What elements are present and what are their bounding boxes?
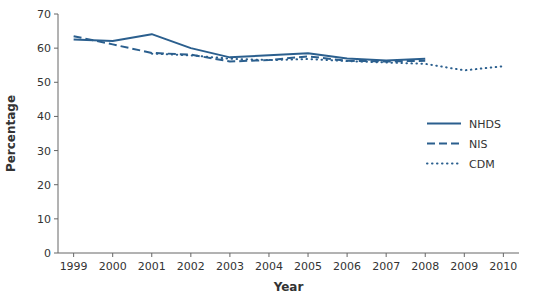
- y-tick: [54, 48, 58, 49]
- x-tick-label: 2003: [216, 260, 244, 273]
- x-tick: [229, 253, 230, 257]
- legend: NHDS NIS CDM: [427, 118, 501, 171]
- x-tick-label: 2008: [411, 260, 439, 273]
- legend-label: NIS: [469, 138, 487, 151]
- x-tick: [190, 253, 191, 257]
- x-tick-label: 2004: [255, 260, 283, 273]
- y-axis-line: [58, 14, 59, 253]
- x-tick: [268, 253, 269, 257]
- x-tick: [308, 253, 309, 257]
- y-tick: [54, 14, 58, 15]
- y-tick-label: 20: [37, 179, 51, 192]
- x-axis-label: Year: [273, 280, 304, 294]
- legend-swatch: [427, 163, 461, 165]
- y-tick-label: 40: [37, 110, 51, 123]
- x-tick: [347, 253, 348, 257]
- x-tick-label: 2000: [99, 260, 127, 273]
- y-tick: [54, 218, 58, 219]
- legend-swatch: [427, 143, 461, 145]
- chart: 0 10 20 30 40 50 60 70 1999 2000 2001 2002 2003 2004 2…: [0, 0, 535, 299]
- y-tick-label: 10: [37, 213, 51, 226]
- y-tick: [54, 184, 58, 185]
- y-tick-label: 50: [37, 76, 51, 89]
- y-tick: [54, 253, 58, 254]
- y-tick-label: 0: [44, 247, 51, 260]
- x-tick: [151, 253, 152, 257]
- series-line: [152, 54, 504, 71]
- x-tick: [73, 253, 74, 257]
- x-tick: [503, 253, 504, 257]
- x-tick: [464, 253, 465, 257]
- x-tick-label: 2001: [138, 260, 166, 273]
- legend-label: NHDS: [469, 118, 501, 131]
- y-tick: [54, 82, 58, 83]
- y-tick-label: 60: [37, 42, 51, 55]
- y-tick: [54, 150, 58, 151]
- x-tick-label: 2010: [489, 260, 517, 273]
- series-line: [74, 36, 426, 61]
- x-tick-label: 2006: [333, 260, 361, 273]
- y-axis-label: Percentage: [4, 95, 18, 172]
- x-tick: [386, 253, 387, 257]
- x-tick-label: 2005: [294, 260, 322, 273]
- x-tick-label: 2002: [177, 260, 205, 273]
- legend-swatch: [427, 123, 461, 125]
- x-tick-label: 2007: [372, 260, 400, 273]
- x-tick: [425, 253, 426, 257]
- x-axis-line: [58, 253, 519, 254]
- legend-label: CDM: [469, 158, 495, 171]
- y-tick-label: 30: [37, 145, 51, 158]
- y-tick-label: 70: [37, 8, 51, 21]
- x-tick: [112, 253, 113, 257]
- x-tick-label: 2009: [450, 260, 478, 273]
- y-tick: [54, 116, 58, 117]
- plot-area: [74, 34, 504, 70]
- x-tick-label: 1999: [60, 260, 88, 273]
